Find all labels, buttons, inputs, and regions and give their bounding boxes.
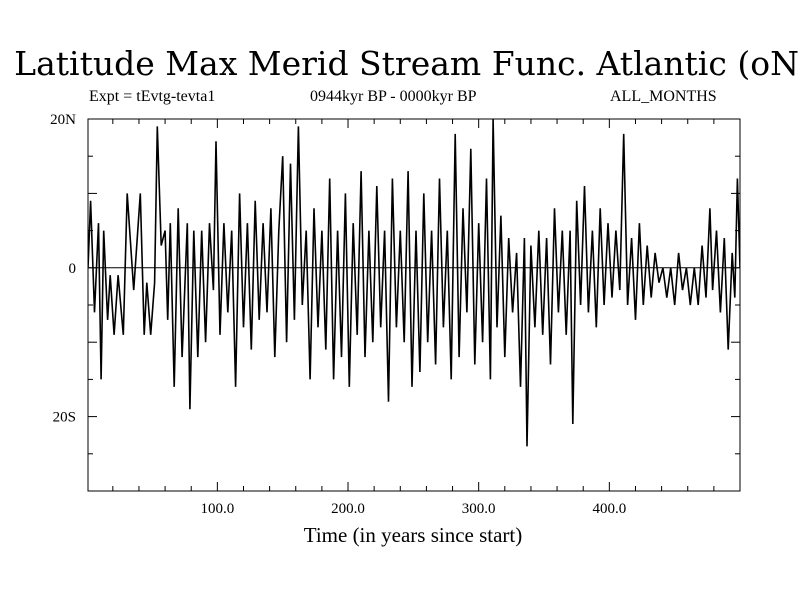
x-tick-label: 300.0: [462, 501, 496, 517]
x-tick-label: 400.0: [592, 501, 626, 517]
y-tick-label: 20N: [50, 112, 76, 128]
x-tick-label: 200.0: [331, 501, 365, 517]
time-range-label: 0944kyr BP - 0000kyr BP: [310, 88, 477, 105]
months-label: ALL_MONTHS: [610, 88, 717, 105]
chart-title: Latitude Max Merid Stream Func. Atlantic…: [14, 44, 800, 83]
x-tick-label: 100.0: [200, 501, 234, 517]
y-tick-label: 0: [69, 261, 77, 277]
experiment-label: Expt = tEvtg-tevta1: [89, 88, 216, 105]
x-axis-label: Time (in years since start): [304, 523, 523, 547]
y-tick-label: 20S: [53, 410, 76, 426]
series-line-0: [88, 119, 740, 447]
